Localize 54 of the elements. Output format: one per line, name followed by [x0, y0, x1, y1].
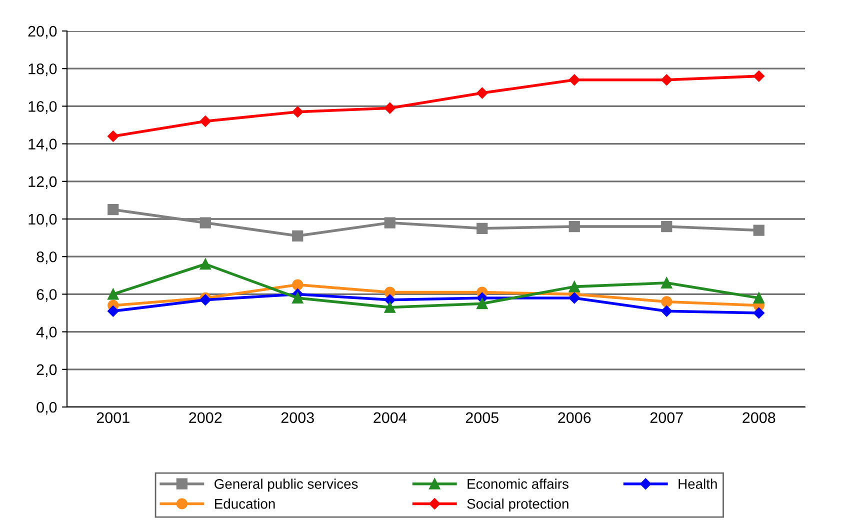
point — [568, 74, 580, 86]
y-tick-label: 6,0 — [36, 289, 57, 302]
point — [108, 288, 119, 300]
x-tick-label: 2006 — [558, 412, 591, 424]
x-tick-label: 2001 — [96, 412, 130, 424]
y-tick-label: 4,0 — [36, 326, 57, 340]
point — [661, 306, 672, 317]
legend-label: General public services — [214, 478, 358, 492]
legend-label: Education — [215, 498, 275, 509]
y-tick-label: 20,0 — [28, 26, 57, 38]
point — [661, 220, 672, 232]
point — [292, 106, 304, 118]
point — [292, 292, 304, 304]
y-tick-label: 0,0 — [36, 402, 57, 414]
point — [476, 298, 488, 310]
y-tick-label: 14,0 — [28, 138, 57, 152]
point — [292, 230, 304, 242]
point — [476, 222, 488, 234]
point — [568, 220, 580, 232]
x-tick-label: 2005 — [466, 412, 498, 424]
point — [292, 279, 304, 290]
point — [384, 217, 396, 228]
point — [384, 302, 396, 313]
y-tick-label: 18,0 — [28, 63, 57, 76]
point — [661, 74, 672, 86]
point — [476, 87, 488, 99]
point — [200, 116, 211, 127]
x-tick-label: 2004 — [374, 412, 406, 424]
point — [568, 292, 580, 304]
y-tick-label: 10,0 — [28, 214, 57, 226]
point — [661, 296, 672, 308]
legend-label: Economic affairs — [468, 478, 568, 489]
point — [108, 306, 119, 317]
point — [753, 292, 764, 304]
point — [200, 217, 211, 228]
y-tick-label: 2,0 — [36, 364, 57, 377]
point — [108, 130, 119, 142]
point — [753, 307, 764, 319]
y-tick-label: 8,0 — [36, 251, 57, 264]
point — [661, 277, 672, 288]
point — [108, 204, 119, 216]
legend-label: Social protection — [467, 498, 568, 512]
x-tick-label: 2008 — [742, 412, 776, 424]
point — [753, 70, 764, 82]
y-tick-label: 16,0 — [28, 101, 57, 114]
x-tick-label: 2003 — [281, 412, 314, 424]
point — [200, 258, 211, 270]
point — [384, 102, 396, 114]
x-tick-label: 2002 — [189, 412, 222, 424]
legend-label: Health — [678, 478, 717, 489]
x-tick-label: 2007 — [650, 412, 683, 424]
point — [568, 281, 580, 292]
point — [753, 224, 764, 236]
y-tick-label: 12,0 — [28, 176, 57, 189]
